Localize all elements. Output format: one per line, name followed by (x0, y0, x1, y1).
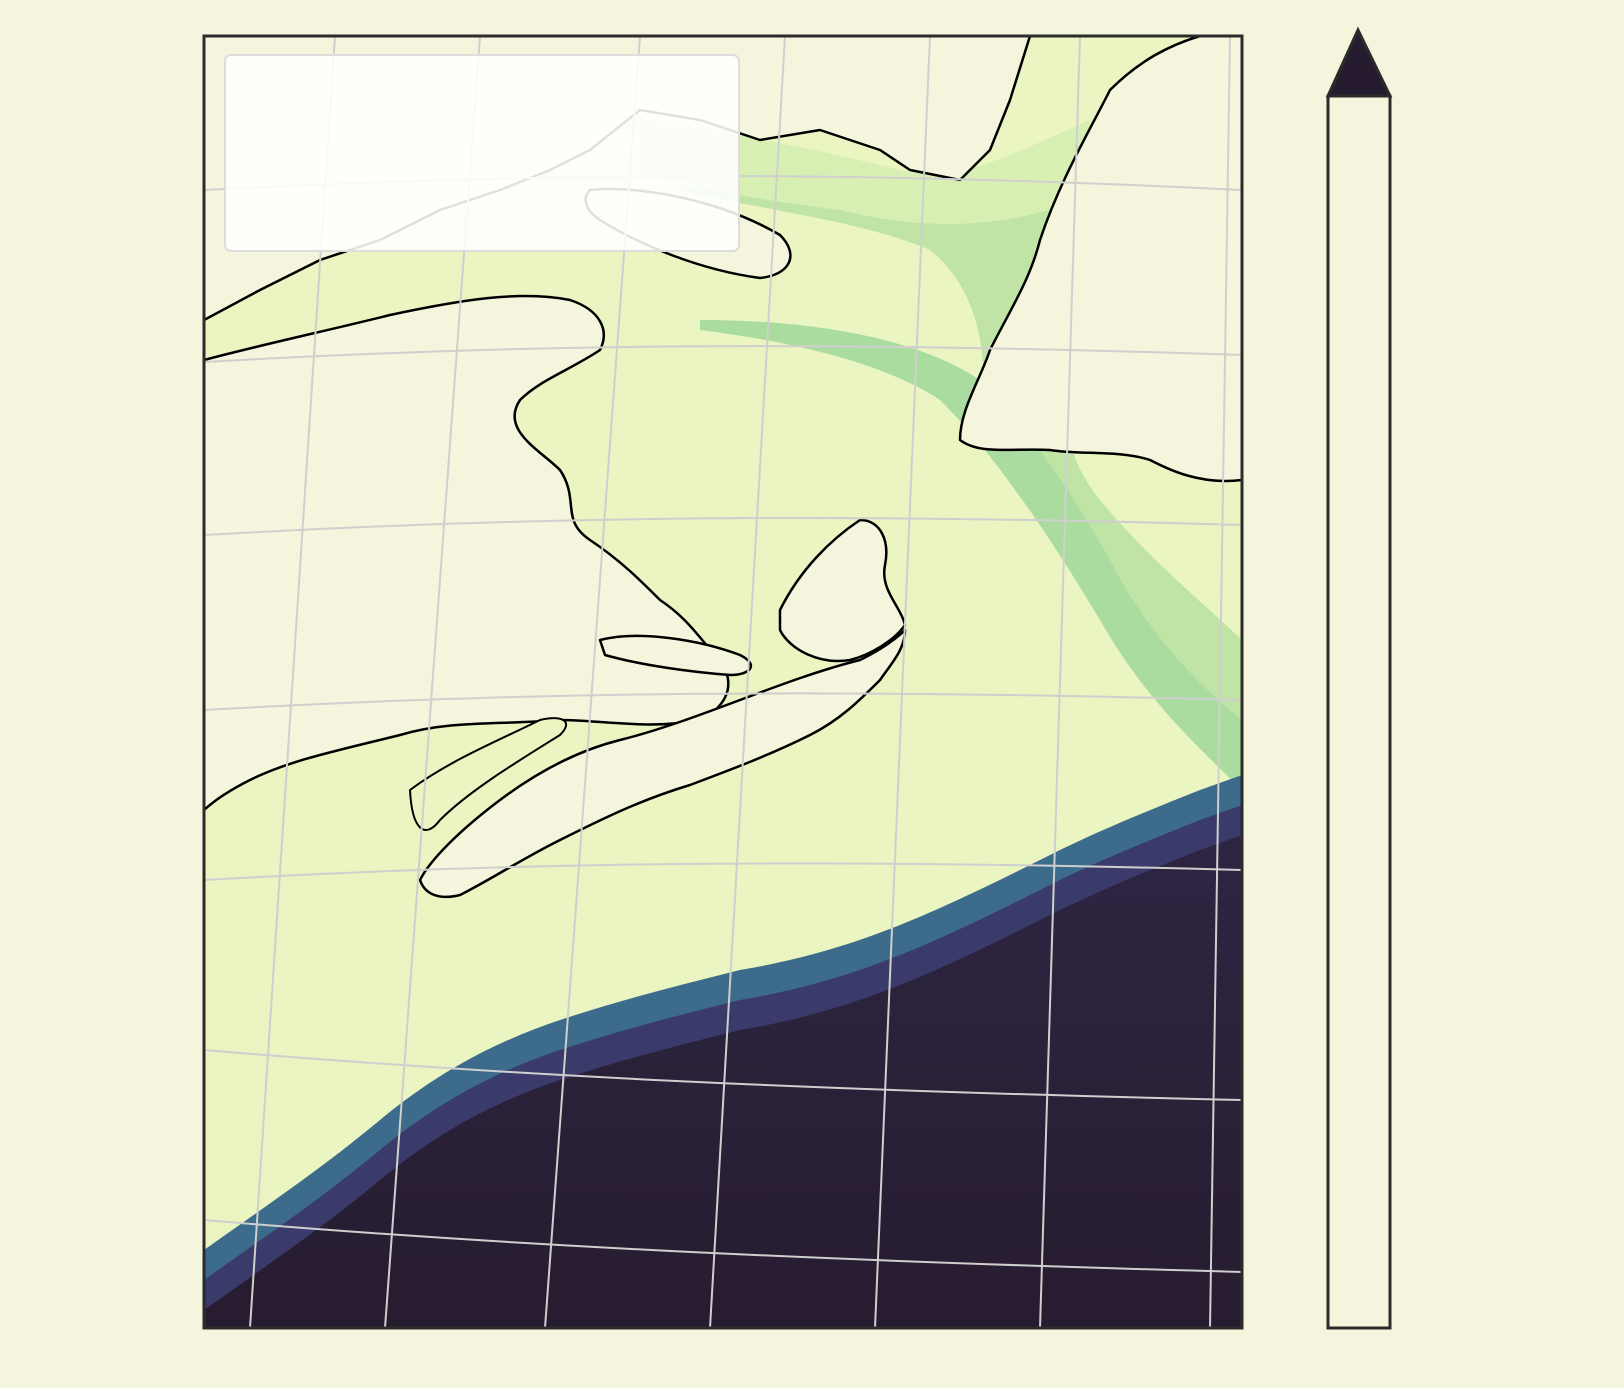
map-panel (204, 36, 1242, 1328)
abyssal-plain (204, 835, 1242, 1328)
land (204, 36, 1242, 899)
map-frame (202, 34, 1244, 1330)
colorbar (1325, 26, 1393, 1330)
gulf-deep-lobe (640, 120, 1090, 224)
bay-of-fundy (408, 717, 568, 831)
legend (224, 54, 740, 252)
colorbar-extend-arrow (1325, 26, 1393, 98)
colorbar-frame (1326, 94, 1392, 1330)
legend-box (224, 54, 740, 252)
